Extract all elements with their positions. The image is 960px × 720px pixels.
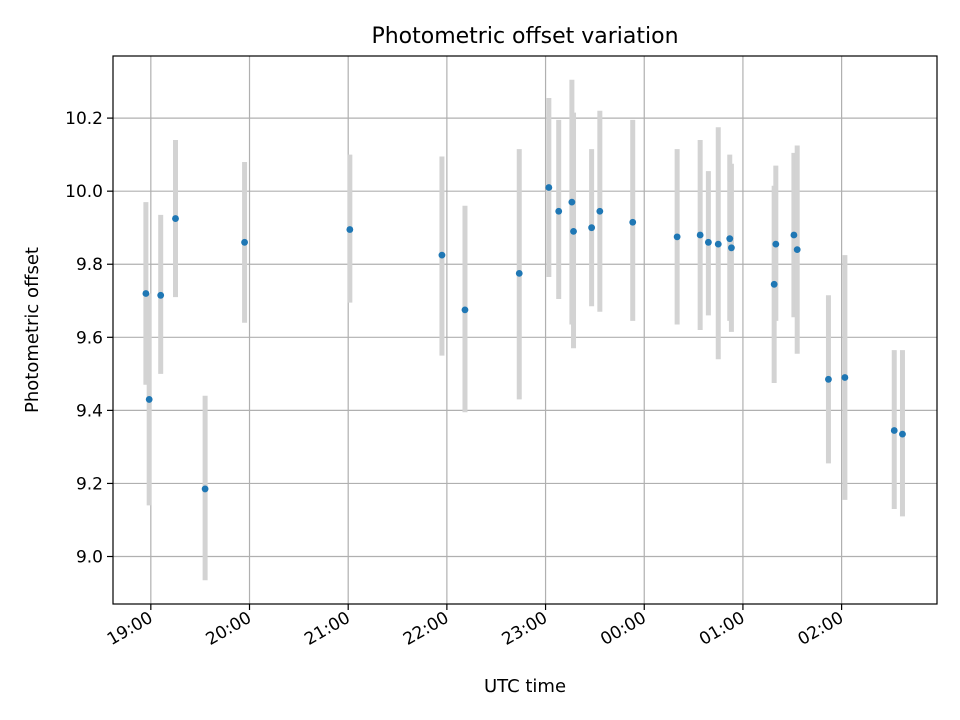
data-point bbox=[726, 235, 734, 243]
data-point bbox=[157, 291, 165, 299]
data-point bbox=[825, 375, 832, 383]
data-point bbox=[704, 238, 712, 246]
data-point bbox=[515, 269, 523, 277]
data-point bbox=[629, 218, 637, 226]
chart-title: Photometric offset variation bbox=[371, 24, 678, 49]
data-point bbox=[142, 290, 150, 297]
data-point bbox=[728, 244, 735, 252]
data-point bbox=[172, 215, 179, 222]
data-point bbox=[346, 226, 354, 233]
data-point bbox=[790, 231, 798, 239]
y-tick-label: 10.2 bbox=[65, 109, 103, 129]
data-point bbox=[793, 246, 801, 254]
data-point bbox=[588, 224, 596, 232]
data-point bbox=[241, 238, 248, 246]
y-axis: 9.0 9.2 9.4 9.6 9.8 10.0 10.2 bbox=[65, 109, 113, 568]
data-point bbox=[461, 306, 469, 314]
data-point bbox=[568, 198, 576, 206]
y-tick-label: 9.6 bbox=[76, 328, 103, 348]
data-point bbox=[438, 251, 446, 259]
data-point bbox=[673, 233, 681, 241]
plot-frame bbox=[112, 55, 938, 605]
y-tick-label: 9.2 bbox=[76, 474, 103, 494]
grid bbox=[113, 56, 937, 604]
data-points bbox=[142, 184, 906, 493]
y-tick-label: 10.0 bbox=[65, 182, 103, 202]
y-tick-label: 9.8 bbox=[76, 255, 103, 275]
y-tick-label: 9.0 bbox=[76, 548, 103, 568]
y-tick-label: 9.4 bbox=[76, 401, 103, 421]
y-axis-label: Photometric offset bbox=[22, 247, 43, 413]
data-point bbox=[145, 396, 153, 403]
data-point bbox=[890, 427, 898, 434]
data-point bbox=[772, 240, 780, 248]
data-point bbox=[555, 207, 563, 215]
x-axis-label: UTC time bbox=[484, 676, 566, 697]
data-point bbox=[545, 184, 553, 191]
data-point bbox=[570, 227, 577, 235]
data-point bbox=[596, 207, 604, 215]
data-point bbox=[696, 231, 704, 239]
data-point bbox=[201, 485, 209, 493]
data-point bbox=[714, 240, 722, 248]
data-point bbox=[770, 280, 778, 288]
data-point bbox=[841, 374, 849, 381]
data-point bbox=[899, 430, 906, 438]
